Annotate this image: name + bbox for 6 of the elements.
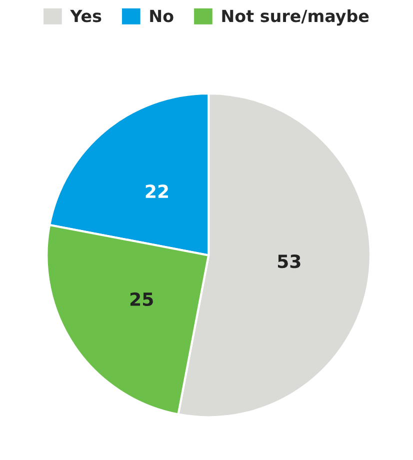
- data-label: 25: [130, 292, 153, 306]
- legend-label: Yes: [70, 10, 102, 22]
- data-label: 53: [278, 254, 300, 268]
- legend-label: Not sure/maybe: [222, 9, 369, 26]
- data-label: 22: [146, 184, 168, 198]
- legend-label: No: [150, 10, 174, 22]
